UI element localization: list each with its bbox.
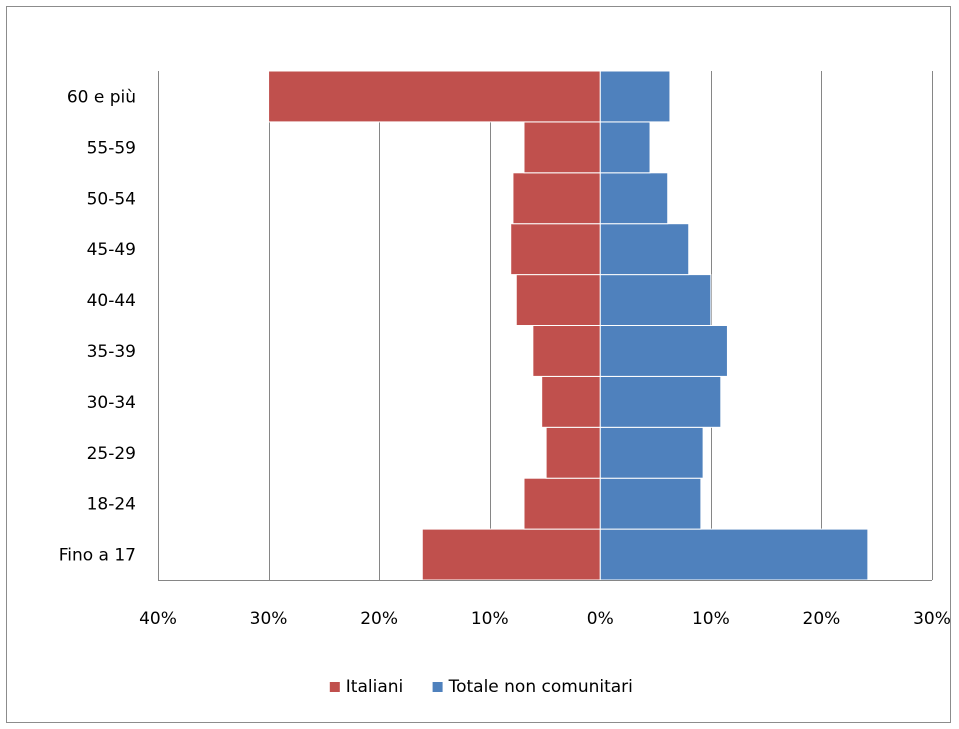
category-label: 30-34 bbox=[87, 393, 136, 413]
x-tick-label: 20% bbox=[360, 609, 398, 629]
category-label: 50-54 bbox=[87, 189, 136, 209]
x-tick-label: 10% bbox=[471, 609, 509, 629]
bar-italiani bbox=[523, 121, 601, 174]
bar-non-comunitari bbox=[599, 325, 728, 377]
legend: Italiani Totale non comunitari bbox=[329, 677, 633, 697]
category-label: 18-24 bbox=[87, 495, 136, 515]
bar-italiani bbox=[532, 325, 601, 377]
bar-non-comunitari bbox=[599, 70, 671, 123]
bar-non-comunitari bbox=[599, 375, 722, 428]
category-label: 35-39 bbox=[87, 342, 136, 362]
x-tick-labels: 40% 30% 20% 10% 0% 10% 20% 30% bbox=[139, 609, 951, 629]
legend-label: Totale non comunitari bbox=[448, 677, 633, 697]
bar-italiani bbox=[545, 426, 601, 479]
x-tick-label: 40% bbox=[139, 609, 177, 629]
category-label: 60 e più bbox=[67, 87, 136, 107]
bar-non-comunitari bbox=[599, 477, 702, 530]
x-tick-label: 30% bbox=[913, 609, 951, 629]
x-tick-label: 10% bbox=[692, 609, 730, 629]
axes bbox=[158, 71, 932, 581]
x-tick-label: 30% bbox=[250, 609, 288, 629]
bar-italiani bbox=[515, 274, 601, 327]
bar-non-comunitari bbox=[599, 172, 669, 225]
legend-swatch bbox=[329, 682, 340, 692]
bar-non-comunitari bbox=[599, 426, 704, 479]
legend-label: Italiani bbox=[346, 677, 403, 697]
bar-non-comunitari bbox=[599, 121, 651, 174]
bar-italiani bbox=[268, 70, 601, 123]
x-tick-label: 20% bbox=[803, 609, 841, 629]
bars bbox=[268, 70, 869, 581]
category-label: 25-29 bbox=[87, 444, 136, 464]
category-label: 40-44 bbox=[87, 291, 136, 311]
bar-non-comunitari bbox=[599, 223, 690, 276]
bar-italiani bbox=[510, 223, 601, 276]
bar-italiani bbox=[512, 172, 601, 225]
legend-swatch bbox=[432, 682, 443, 692]
bar-non-comunitari bbox=[599, 274, 712, 327]
bar-italiani bbox=[541, 375, 601, 428]
category-label: 45-49 bbox=[87, 240, 136, 260]
bar-italiani bbox=[523, 477, 601, 530]
category-label: Fino a 17 bbox=[59, 546, 136, 566]
x-tick-label: 0% bbox=[587, 609, 614, 629]
chart-frame bbox=[6, 6, 951, 723]
category-label: 55-59 bbox=[87, 138, 136, 158]
bar-non-comunitari bbox=[599, 528, 869, 581]
category-labels: Fino a 17 18-24 25-29 30-34 35-39 40-44 45-49 5… bbox=[59, 87, 136, 565]
bar-italiani bbox=[421, 528, 601, 581]
